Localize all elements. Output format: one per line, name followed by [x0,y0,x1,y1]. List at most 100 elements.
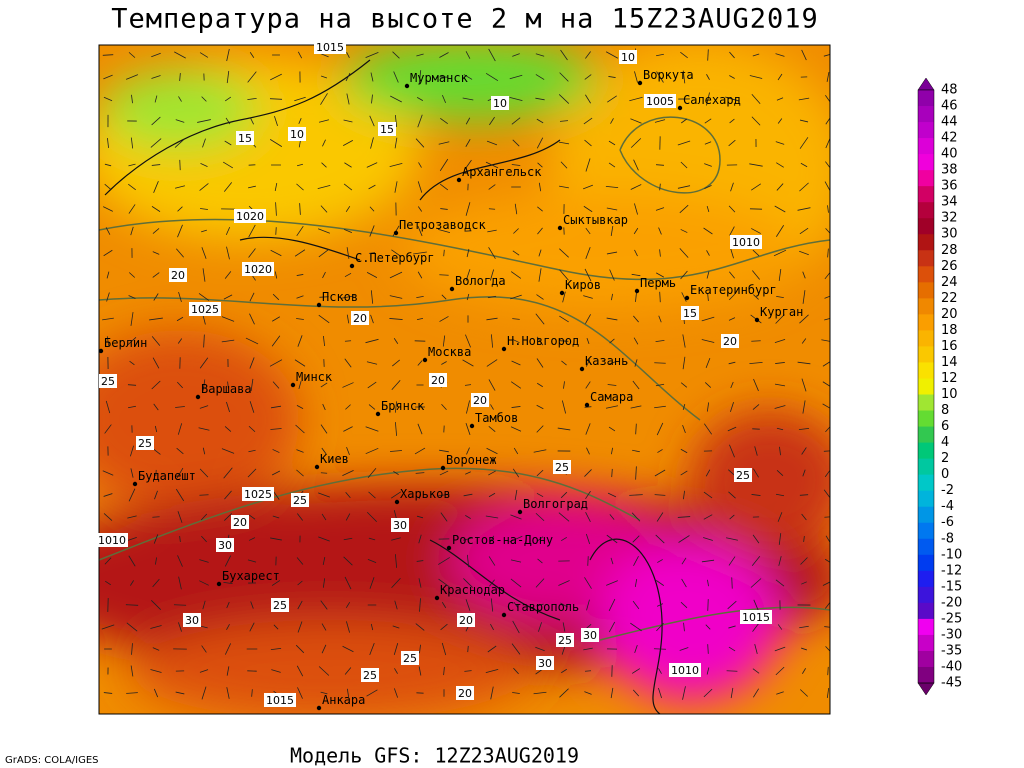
wind-arrow [465,117,471,125]
wind-arrow [609,269,615,281]
wind-arrow [800,162,808,168]
wind-arrow [490,686,494,700]
city-label: Ставрополь [507,600,579,614]
wind-arrow [585,490,591,500]
colorbar-label: 16 [941,339,958,354]
wind-arrow [295,644,305,654]
contour-label-box [721,334,739,348]
wind-arrow [749,361,763,365]
wind-arrow [150,138,162,148]
wind-arrow [511,406,521,408]
wind-arrow [630,405,642,409]
colorbar-swatch [918,634,934,652]
wind-arrow [319,296,329,298]
wind-arrow [680,448,688,454]
wind-arrow [368,184,376,190]
wind-arrow [151,75,161,79]
wind-arrow [345,513,351,521]
contour-label-box [429,373,447,387]
wind-arrow [318,666,330,676]
wind-arrow [297,335,303,347]
wind-arrow [797,361,811,365]
contour-label: 25 [558,634,572,647]
wind-arrow [800,557,808,565]
wind-arrow [750,183,762,191]
wind-arrow [318,228,330,234]
wind-arrow [104,163,112,167]
wind-arrow [344,576,352,590]
wind-arrow [298,380,302,390]
wind-arrow [465,202,471,216]
wind-arrow [488,184,496,190]
wind-arrow [441,94,447,104]
wind-arrow [365,52,379,58]
wind-arrow [391,577,401,589]
wind-arrow [728,646,736,652]
city-dot [440,465,446,471]
wind-arrow [343,426,353,432]
wind-arrow [486,317,498,321]
wind-arrow [511,117,521,125]
wind-arrow [370,623,374,631]
contour-label: 30 [218,539,232,552]
wind-arrow [559,688,569,698]
wind-arrow [801,338,807,344]
wind-arrow [415,623,425,631]
wind-arrow [729,271,735,279]
wind-arrow [629,494,643,496]
wind-arrow [775,579,785,587]
wind-arrow [559,315,569,323]
wind-arrow [489,269,495,281]
wind-arrow [370,137,374,149]
wind-arrow [131,94,133,104]
wind-arrow [707,644,709,654]
wind-arrow [489,579,495,587]
wind-arrow [225,226,231,236]
wind-arrow [175,406,185,408]
wind-arrow [824,295,830,299]
colorbar-swatch [918,394,934,412]
wind-arrow [438,493,450,497]
wind-arrow [466,447,470,455]
colorbar-label: -25 [941,611,962,626]
colorbar-swatch [918,554,934,572]
wind-arrow [726,537,738,541]
wind-arrow [655,340,665,342]
wind-arrow [680,270,688,280]
wind-arrow [559,269,569,281]
wind-arrow [608,162,616,168]
wind-arrow [346,93,350,105]
wind-arrow [775,141,785,145]
city-label: Пермь [640,276,676,290]
wind-arrow [126,622,138,632]
wind-arrow [178,291,182,303]
contour-label: 20 [233,516,247,529]
wind-arrow [128,272,136,278]
wind-arrow [509,535,523,543]
colorbar-label: -30 [941,627,962,642]
colorbar-swatch [918,650,934,668]
wind-arrow [682,403,686,411]
city-dot [501,346,507,352]
wind-arrow [297,580,303,586]
wind-arrow [585,314,591,324]
wind-arrow [753,599,759,611]
wind-arrow [393,71,399,83]
wind-arrow [102,54,114,56]
wind-arrow [369,577,375,589]
wind-arrow [510,426,522,432]
wind-arrow [583,295,593,299]
contour-label-box [391,518,409,532]
colorbar-label: 30 [941,227,958,242]
wind-arrow [730,401,734,413]
wind-arrow [537,227,543,235]
wind-arrow [103,96,113,102]
wind-arrow [562,622,566,632]
wind-arrow [320,691,328,695]
wind-arrow [178,576,182,590]
wind-arrow [510,294,522,300]
wind-arrow [226,70,230,84]
wind-arrow [107,138,109,148]
wind-arrow [658,227,662,235]
contour-label-box [99,374,117,388]
